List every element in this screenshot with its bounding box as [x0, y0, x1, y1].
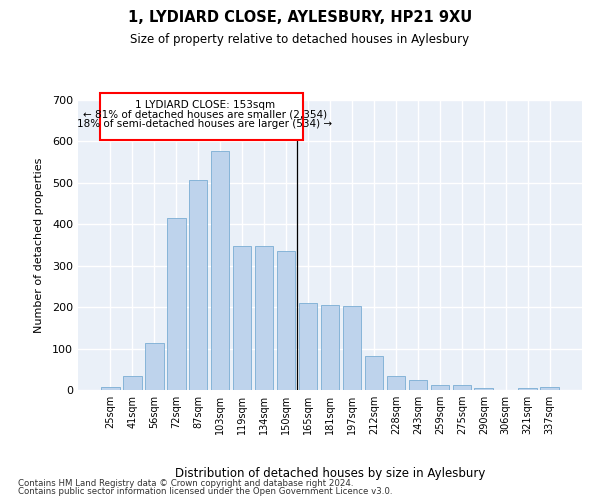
Bar	[277, 251, 295, 390]
Bar	[320, 305, 340, 390]
Text: Size of property relative to detached houses in Aylesbury: Size of property relative to detached ho…	[130, 32, 470, 46]
Bar	[167, 218, 185, 390]
Bar	[518, 388, 537, 390]
Y-axis label: Number of detached properties: Number of detached properties	[34, 158, 44, 332]
Bar	[386, 376, 405, 390]
Bar	[123, 376, 142, 390]
Text: 1, LYDIARD CLOSE, AYLESBURY, HP21 9XU: 1, LYDIARD CLOSE, AYLESBURY, HP21 9XU	[128, 10, 472, 25]
Bar	[145, 343, 164, 390]
FancyBboxPatch shape	[100, 92, 302, 140]
Text: Distribution of detached houses by size in Aylesbury: Distribution of detached houses by size …	[175, 467, 485, 480]
Bar	[431, 384, 449, 390]
Text: 1 LYDIARD CLOSE: 153sqm: 1 LYDIARD CLOSE: 153sqm	[134, 100, 275, 110]
Bar	[541, 386, 559, 390]
Bar	[299, 302, 317, 390]
Text: Contains HM Land Registry data © Crown copyright and database right 2024.: Contains HM Land Registry data © Crown c…	[18, 478, 353, 488]
Bar	[189, 180, 208, 390]
Bar	[101, 386, 119, 390]
Bar	[475, 388, 493, 390]
Text: ← 81% of detached houses are smaller (2,354): ← 81% of detached houses are smaller (2,…	[83, 110, 327, 120]
Bar	[211, 150, 229, 390]
Bar	[365, 356, 383, 390]
Text: Contains public sector information licensed under the Open Government Licence v3: Contains public sector information licen…	[18, 487, 392, 496]
Text: 18% of semi-detached houses are larger (534) →: 18% of semi-detached houses are larger (…	[77, 120, 332, 130]
Bar	[452, 384, 471, 390]
Bar	[255, 246, 274, 390]
Bar	[409, 380, 427, 390]
Bar	[343, 306, 361, 390]
Bar	[233, 246, 251, 390]
